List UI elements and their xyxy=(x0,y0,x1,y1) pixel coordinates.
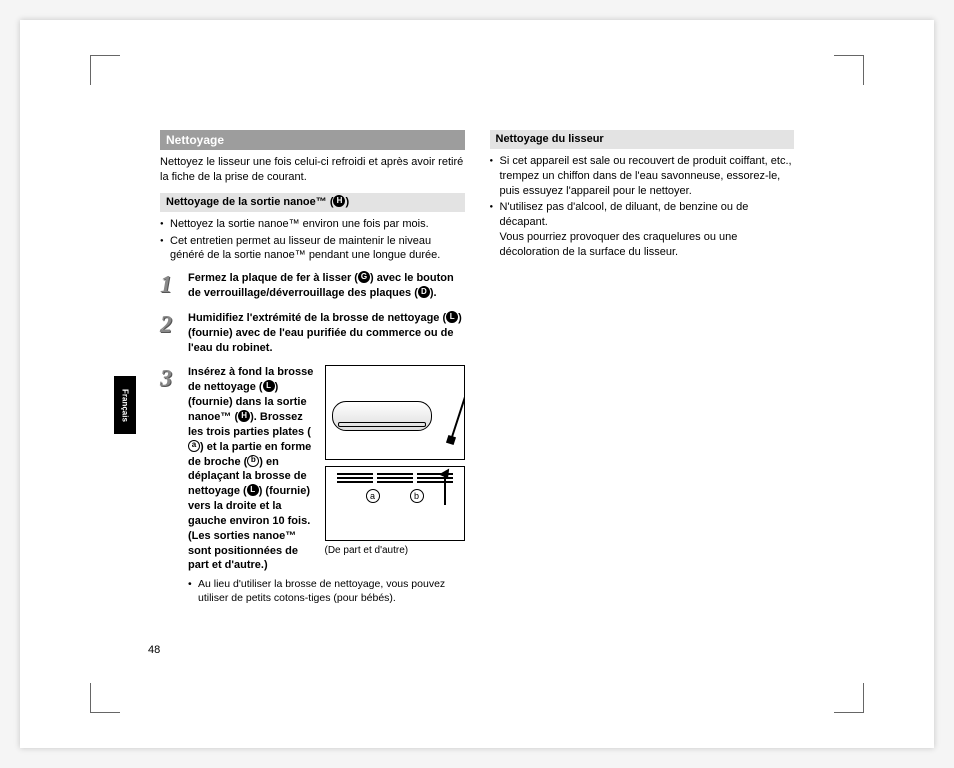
ref-icon: H xyxy=(333,195,345,207)
ref-icon: G xyxy=(358,271,370,283)
bullet-item: Cet entretien permet au lisseur de maint… xyxy=(160,234,465,264)
step-number-icon: 2 xyxy=(160,309,172,341)
crop-mark xyxy=(834,683,864,713)
crop-mark xyxy=(90,683,120,713)
pin-shape xyxy=(444,475,446,505)
section-heading: Nettoyage xyxy=(160,130,465,150)
ref-icon: D xyxy=(418,286,430,298)
intro-text: Nettoyez le lisseur une fois celui-ci re… xyxy=(160,155,465,185)
slot-stack xyxy=(337,473,373,483)
step-3: 3 Insérez à fond la brosse de nettoyage … xyxy=(160,365,465,605)
ref-icon: L xyxy=(446,311,458,323)
subsection-heading: Nettoyage du lisseur xyxy=(490,130,795,149)
step-text: ). xyxy=(430,287,437,299)
step-1: 1 Fermez la plaque de fer à lisser (G) a… xyxy=(160,271,465,301)
left-column: Nettoyage Nettoyez le lisseur une fois c… xyxy=(160,130,465,658)
step-2: 2 Humidifiez l'extrémité de la brosse de… xyxy=(160,311,465,356)
step-text: Humidifiez l'extrémité de la brosse de n… xyxy=(188,312,446,324)
content-columns: Nettoyage Nettoyez le lisseur une fois c… xyxy=(160,130,794,658)
figure-labels: a b xyxy=(330,489,460,503)
crop-mark xyxy=(834,55,864,85)
language-tab: Français xyxy=(114,376,136,434)
page-number: 48 xyxy=(148,644,160,656)
bullet-item: Si cet appareil est sale ou recouvert de… xyxy=(490,154,795,199)
subheading-text: Nettoyage de la sortie nanoe™ ( xyxy=(166,196,333,208)
figure-caption: (De part et d'autre) xyxy=(325,544,465,558)
bullet-list: Nettoyez la sortie nanoe™ environ une fo… xyxy=(160,217,465,264)
step-text: Fermez la plaque de fer à lisser ( xyxy=(188,272,358,284)
figure-iron-diagram xyxy=(325,365,465,460)
step3-text: Insérez à fond la brosse de nettoyage (L… xyxy=(188,365,315,573)
step-list: 1 Fermez la plaque de fer à lisser (G) a… xyxy=(160,271,465,605)
step-text: ) (fournie) vers la droite et la gauche … xyxy=(188,485,310,571)
iron-strip-shape xyxy=(338,422,426,427)
ref-icon: L xyxy=(263,380,275,392)
figure-outlet-diagram: a b xyxy=(325,466,465,541)
ref-icon: a xyxy=(188,440,200,452)
brush-shape xyxy=(450,374,465,441)
label-b-icon: b xyxy=(410,489,424,503)
ref-icon: b xyxy=(247,455,259,467)
slot-stack xyxy=(377,473,413,483)
ref-icon: L xyxy=(247,484,259,496)
figure: a b (De part et d'autre) xyxy=(325,365,465,573)
bullet-item: N'utilisez pas d'alcool, de diluant, de … xyxy=(490,200,795,259)
ref-icon: H xyxy=(238,410,250,422)
bullet-list: Si cet appareil est sale ou recouvert de… xyxy=(490,154,795,260)
label-a-icon: a xyxy=(366,489,380,503)
step-text: Insérez à fond la brosse de nettoyage ( xyxy=(188,366,313,393)
right-column: Nettoyage du lisseur Si cet appareil est… xyxy=(490,130,795,658)
bullet-item: Nettoyez la sortie nanoe™ environ une fo… xyxy=(160,217,465,232)
subheading-close: ) xyxy=(345,196,349,208)
step-number-icon: 1 xyxy=(160,269,172,301)
step-number-icon: 3 xyxy=(160,363,172,395)
manual-page: Français Nettoyage Nettoyez le lisseur u… xyxy=(20,20,934,748)
step3-row: Insérez à fond la brosse de nettoyage (L… xyxy=(188,365,465,573)
crop-mark xyxy=(90,55,120,85)
step-subnote: Au lieu d'utiliser la brosse de nettoyag… xyxy=(188,577,465,605)
subsection-heading: Nettoyage de la sortie nanoe™ (H) xyxy=(160,193,465,212)
